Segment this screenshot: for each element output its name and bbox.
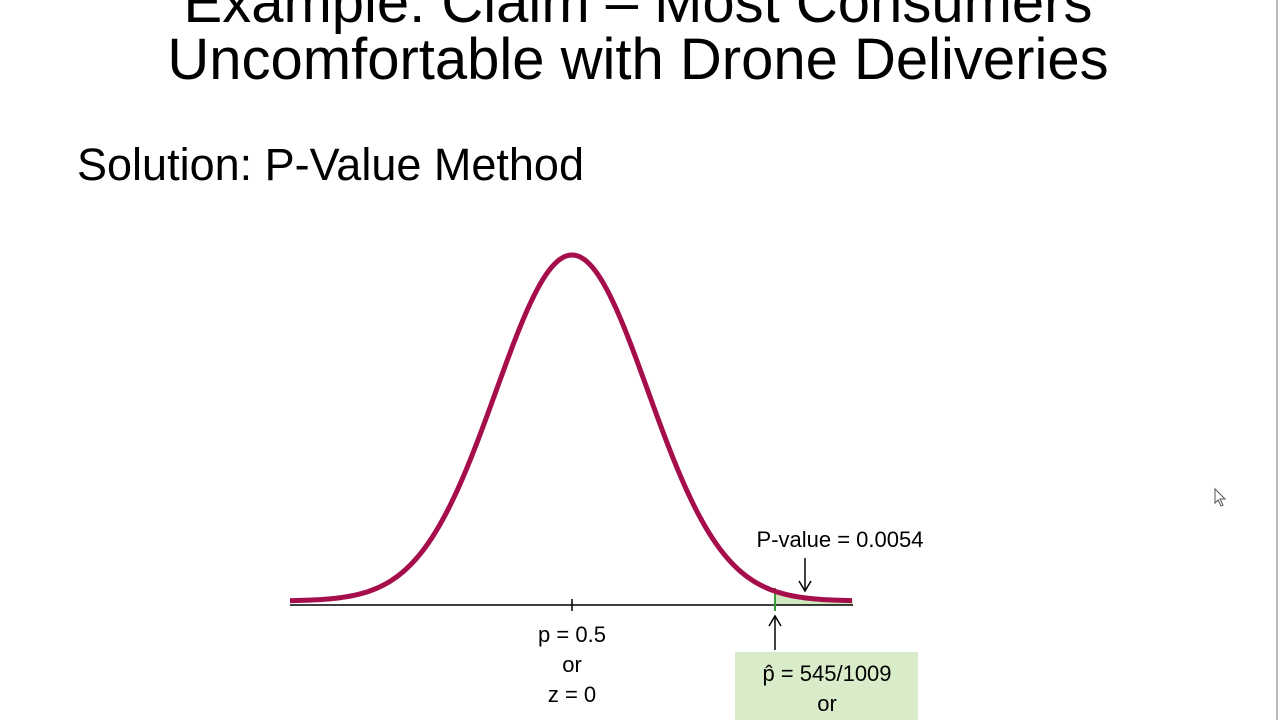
title-line: Example: Claim – Most Consumers: [183, 0, 1093, 35]
subtitle: Solution: P-Value Method: [77, 139, 584, 190]
center-label: z = 0: [548, 682, 596, 707]
arrow-head: [798, 580, 812, 593]
normal-curve: [289, 252, 853, 604]
arrow-head: [768, 614, 782, 627]
statistic-box: [735, 652, 918, 720]
p-value-label: P-value = 0.0054: [757, 527, 924, 552]
title-line: Uncomfortable with Drone Deliveries: [167, 27, 1109, 92]
center-label: p = 0.5: [538, 622, 606, 647]
mouse-cursor: [1214, 487, 1227, 507]
center-label: or: [562, 652, 582, 677]
statistic-label: or: [817, 691, 837, 716]
slide-edge: [1276, 0, 1278, 720]
statistic-label: p̂ = 545/1009: [762, 661, 891, 686]
